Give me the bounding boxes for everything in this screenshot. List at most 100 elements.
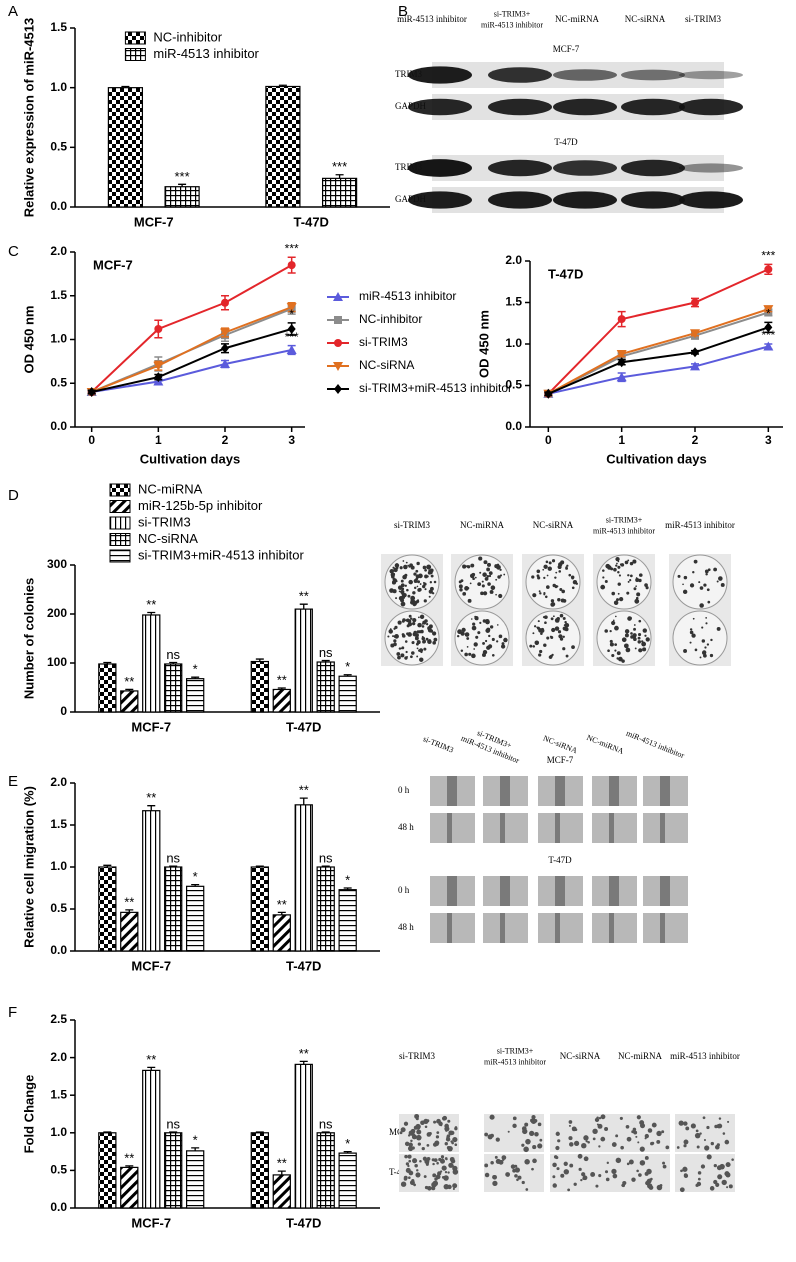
invaded-cell [502,1158,505,1161]
invaded-cell [407,1164,410,1168]
invaded-cell [452,1183,458,1189]
colony [491,653,495,657]
marker [764,265,773,274]
colony [638,648,643,653]
error-bar [169,661,178,664]
invaded-cell [420,1120,425,1126]
colony [710,638,713,642]
y-tick-label: 1.0 [50,80,67,94]
blot-band [679,70,743,80]
invaded-cell [416,1134,422,1141]
invaded-cell [552,1175,556,1179]
colony [488,634,491,638]
lane-label: miR-4513 inhibitor [593,526,655,535]
invaded-cell [514,1167,520,1173]
significance-label: ** [146,790,156,805]
marker [616,372,627,382]
colony [633,624,636,626]
invaded-cell [532,1158,537,1164]
colony [624,629,630,634]
bar [142,614,161,713]
invaded-cell [606,1161,609,1165]
significance-label: *** [285,241,299,255]
panel-label: C [8,243,19,260]
plate [384,610,440,666]
bar [98,1132,117,1209]
invaded-cell [407,1134,411,1137]
colony [611,653,615,658]
y-tick-label: 1.5 [50,20,67,34]
significance-label: ** [124,894,134,909]
invaded-cell [724,1139,730,1145]
invaded-cell [573,1140,580,1146]
colony [698,581,701,584]
colony [612,619,615,622]
invasion-image [550,1154,610,1192]
legend-marker [334,339,342,347]
colony [485,628,491,633]
colony [483,560,488,565]
colony [635,596,639,600]
colony [413,630,417,635]
error-bar [321,865,330,867]
invaded-cell [587,1140,590,1144]
colony [485,639,488,643]
y-tick-label: 0.0 [50,199,67,213]
invaded-cell [571,1126,577,1132]
error-bar [255,658,264,662]
colony [550,602,555,607]
x-tick-label: T-47D [286,1215,321,1230]
colony [475,635,479,639]
colony [628,616,632,620]
invaded-cell [419,1160,422,1163]
bar [272,914,291,952]
y-tick-label: 1.5 [505,295,522,309]
legend-swatch [109,549,131,563]
significance-label: * [345,1136,350,1151]
colony [405,619,408,622]
invaded-cell [492,1174,498,1180]
marker [544,388,553,399]
invaded-cell [644,1137,647,1140]
colony [546,585,550,589]
colony [699,656,702,659]
colony [691,633,696,638]
blot-band [408,98,472,116]
colony [557,630,562,634]
invaded-cell [514,1174,518,1178]
error-bar [191,883,200,887]
colony [689,641,692,644]
colony [420,629,424,634]
y-tick-label: 2.0 [50,775,67,789]
legend-label: NC-siRNA [138,531,198,546]
colony [496,640,499,643]
legend-swatch [109,516,131,530]
legend-label: miR-125b-5p inhibitor [138,498,263,513]
marker [286,345,297,354]
invaded-cell [424,1159,430,1165]
invaded-cell [415,1123,421,1130]
x-tick-label: T-47D [286,958,321,973]
colony [394,563,400,568]
invaded-cell [568,1136,573,1141]
colony [562,626,567,631]
bar [250,866,269,952]
invaded-cell [678,1120,684,1126]
invaded-cell [662,1164,667,1169]
y-tick-label: 0.5 [50,375,67,389]
colony [388,629,393,634]
lane-label: si-TRIM3 [422,734,455,754]
invaded-cell [404,1141,410,1147]
legend-label: NC-miRNA [138,481,203,496]
invaded-cell [404,1154,408,1159]
series-line [547,308,769,395]
invaded-cell [436,1161,439,1165]
invaded-cell [581,1172,586,1177]
colony [701,626,704,629]
invaded-cell [505,1172,511,1177]
significance-label: *** [332,159,347,174]
error-bar [277,1170,286,1175]
legend-label: NC-inhibitor [359,312,422,326]
colony [466,637,470,640]
invaded-cell [534,1131,539,1137]
